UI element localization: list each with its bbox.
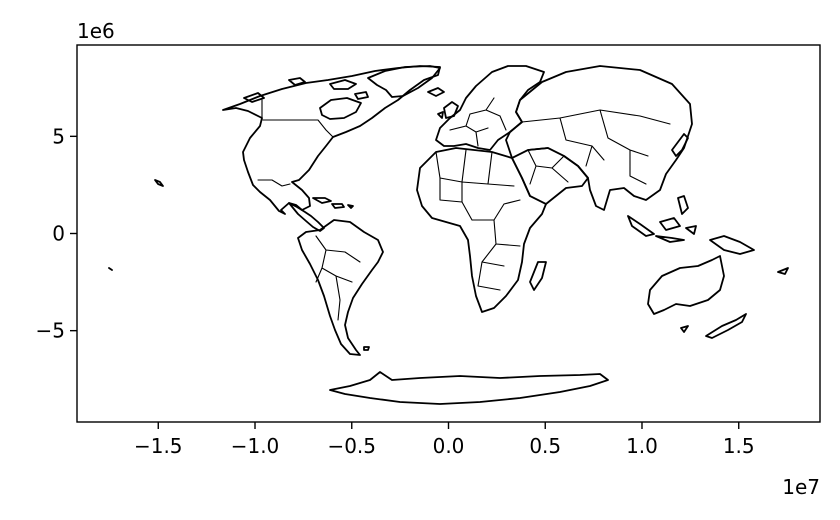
hawaii-outline: [154, 179, 164, 187]
papua-new-guinea-outline: [709, 235, 755, 255]
y-tick-label: 5: [52, 124, 65, 148]
south-america-outline: [297, 219, 384, 356]
north-america-borders: [257, 99, 334, 187]
antarctica-outline: [329, 371, 609, 405]
south-america-borders: [315, 235, 361, 321]
falkland-islands-outline: [363, 346, 370, 351]
british-isles-outline: [437, 101, 459, 119]
indonesia-outline: [627, 215, 697, 243]
pacific-islands-outline: [108, 267, 789, 333]
africa-outline: [416, 147, 547, 313]
africa-borders: [435, 149, 521, 291]
iceland-outline: [427, 87, 445, 97]
australia-outline: [647, 255, 725, 315]
philippines-outline: [677, 195, 689, 215]
y-offset-label: 1e6: [77, 19, 115, 43]
europe-outline: [435, 65, 545, 151]
x-tick-label: −0.5: [327, 434, 376, 458]
x-axis: −1.5 −1.0 −0.5 0.0 0.5 1.0 1.5: [134, 422, 755, 458]
asia-borders: [521, 109, 671, 185]
north-america-outline: [222, 65, 441, 215]
arctic-islands-outline: [243, 77, 369, 103]
x-tick-label: 0.5: [529, 434, 561, 458]
y-tick-label: 0: [52, 222, 65, 246]
caribbean-outline: [312, 197, 354, 209]
y-axis: 5 0 −5: [36, 124, 77, 343]
x-offset-label: 1e7: [782, 475, 820, 499]
new-zealand-outline: [705, 313, 747, 339]
hudson-bay-outline: [319, 97, 362, 120]
x-tick-label: 1.5: [723, 434, 755, 458]
y-tick-label: −5: [36, 319, 65, 343]
x-tick-label: −1.5: [134, 434, 183, 458]
x-tick-label: −1.0: [231, 434, 280, 458]
middle-east-outline: [511, 147, 589, 205]
greenland-outline: [367, 65, 441, 98]
europe-borders: [449, 97, 507, 147]
middle-east-borders: [527, 149, 569, 185]
asia-outline: [505, 65, 693, 211]
axes-frame: [76, 44, 821, 423]
x-tick-label: 0.0: [433, 434, 465, 458]
madagascar-outline: [529, 261, 547, 291]
map-layer: [108, 65, 789, 405]
x-tick-label: 1.0: [626, 434, 658, 458]
japan-outline: [671, 133, 689, 157]
